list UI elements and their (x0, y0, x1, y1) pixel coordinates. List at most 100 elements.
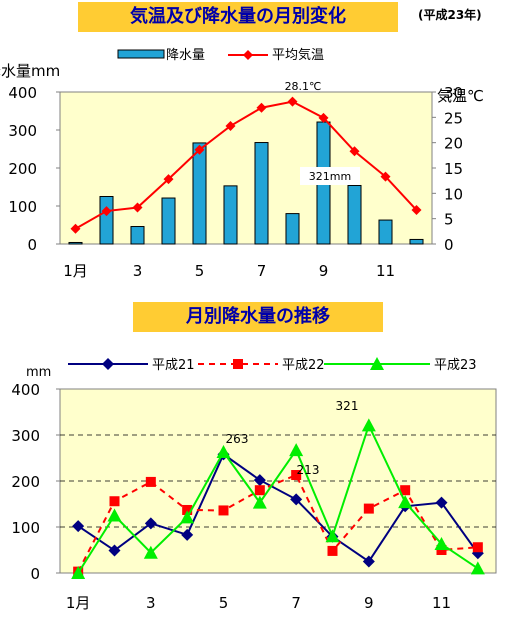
series-1-point-3 (144, 517, 157, 530)
temp-point-8 (287, 96, 298, 107)
chart1-left-tick-label: 300 (8, 122, 37, 140)
chart1-left-tick-label: 0 (27, 236, 37, 254)
series-2-point-4 (182, 504, 193, 515)
chart1-ylabel-right: 気温℃ (437, 87, 484, 105)
chart2-y-tick-label: 0 (30, 565, 40, 583)
temp-point-10 (349, 146, 360, 157)
chart2-ylabel: mm (26, 365, 51, 380)
chart2-title: 月別降水量の推移 (133, 302, 383, 332)
series-line-3 (77, 422, 479, 574)
chart1-x-tick-label: 1月 (63, 262, 88, 280)
chart1-right-tick-label: 30 (444, 84, 463, 102)
chart1-annotation-bg (300, 167, 360, 185)
series-2-point-3 (145, 476, 156, 487)
series-3-point-11 (434, 537, 449, 551)
temp-point-6 (225, 120, 236, 131)
chart1-left-tick-label: 400 (8, 84, 37, 102)
series-2-point-8 (327, 545, 338, 556)
legend2-label-2: 平成22 (282, 358, 325, 373)
series-line-2 (77, 473, 478, 573)
legend2-marker-1 (102, 358, 114, 370)
chart2-y-tick-label: 400 (11, 381, 40, 399)
series-1-point-7 (290, 493, 303, 506)
chart2-annotation-263: 263 (226, 432, 249, 446)
legend1-label-temp: 平均気温 (272, 47, 324, 63)
chart1-ylabel-left: 降水量mm (0, 62, 60, 80)
temp-point-1 (70, 223, 81, 234)
series-3-point-7 (289, 443, 304, 457)
legend1-label-rain: 降水量 (166, 48, 205, 63)
chart1-annotation-rain: 321mm (309, 170, 351, 183)
chart2-annotation-213: 213 (297, 463, 320, 477)
rain-bar-6 (223, 185, 238, 245)
chart1-x-tick-label: 3 (133, 262, 143, 280)
temp-point-12 (411, 205, 422, 216)
chart1-left-tick-label: 200 (8, 160, 37, 178)
rain-bar-3 (130, 226, 145, 245)
chart1-x-tick-label: 11 (376, 262, 395, 280)
series-1-point-2 (108, 544, 121, 557)
series-1-point-11 (435, 496, 448, 509)
series-2-point-7 (291, 470, 302, 481)
series-3-point-12 (470, 561, 485, 575)
chart1-right-tick-label: 0 (444, 236, 454, 254)
series-3-point-9 (361, 418, 376, 432)
legend2-marker-2 (233, 359, 243, 369)
series-3-point-2 (107, 508, 122, 522)
series-3-point-4 (180, 510, 195, 524)
temp-point-4 (163, 174, 174, 185)
chart2-y-tick-label: 200 (11, 473, 40, 491)
chart2-x-tick-label: 11 (432, 594, 451, 612)
year-note: (平成23年) (418, 8, 482, 22)
series-1-point-6 (253, 474, 266, 487)
chart1-annotation-temp: 28.1℃ (285, 80, 322, 93)
series-2-point-12 (472, 542, 483, 553)
chart1-right-tick-label: 15 (444, 160, 463, 178)
chart2-y-tick-label: 300 (11, 427, 40, 445)
series-3-point-8 (325, 529, 340, 543)
chart2-x-tick-label: 3 (146, 594, 156, 612)
rain-bar-5 (192, 142, 207, 245)
temp-point-9 (318, 112, 329, 123)
chart1-right-tick-label: 5 (444, 211, 454, 229)
series-3-point-5 (216, 445, 231, 459)
chart1-title: 気温及び降水量の月別変化 (78, 2, 398, 32)
chart1-right-tick-label: 20 (444, 135, 463, 153)
chart1-x-tick-label: 7 (257, 262, 267, 280)
series-1-point-4 (181, 528, 194, 541)
temp-point-2 (101, 206, 112, 217)
legend1-marker (243, 50, 253, 60)
legend2-label-3: 平成23 (434, 358, 477, 373)
series-line-1 (77, 452, 479, 563)
series-2-point-10 (400, 485, 411, 496)
rain-bar-4 (161, 197, 176, 245)
rain-bar-10 (347, 184, 362, 245)
legend2-label-1: 平成21 (152, 358, 195, 373)
series-3-point-3 (143, 545, 158, 559)
series-3-point-1 (71, 566, 86, 579)
series-3-point-10 (398, 495, 413, 509)
chart1-right-tick-label: 10 (444, 185, 463, 203)
rain-bar-2 (99, 196, 114, 245)
chart2-annotation-321: 321 (336, 399, 359, 413)
rain-bar-7 (254, 142, 269, 245)
rain-bar-12 (409, 238, 424, 245)
chart1-right-tick-label: 25 (444, 109, 463, 127)
chart2-x-tick-label: 7 (291, 594, 301, 612)
series-2-point-5 (218, 505, 229, 516)
temp-line (75, 100, 418, 230)
chart1-x-tick-label: 5 (195, 262, 205, 280)
legend1-bar-swatch (117, 49, 165, 59)
series-2-point-2 (109, 496, 120, 507)
temp-point-7 (256, 102, 267, 113)
series-2-point-6 (254, 485, 265, 496)
series-1-point-1 (72, 520, 85, 533)
temp-point-11 (380, 171, 391, 182)
temp-point-5 (194, 144, 205, 155)
rain-bar-8 (285, 213, 300, 245)
rain-bar-11 (378, 219, 393, 245)
chart2-y-tick-label: 100 (11, 519, 40, 537)
series-2-point-9 (363, 503, 374, 514)
rain-bar-1 (68, 241, 83, 245)
